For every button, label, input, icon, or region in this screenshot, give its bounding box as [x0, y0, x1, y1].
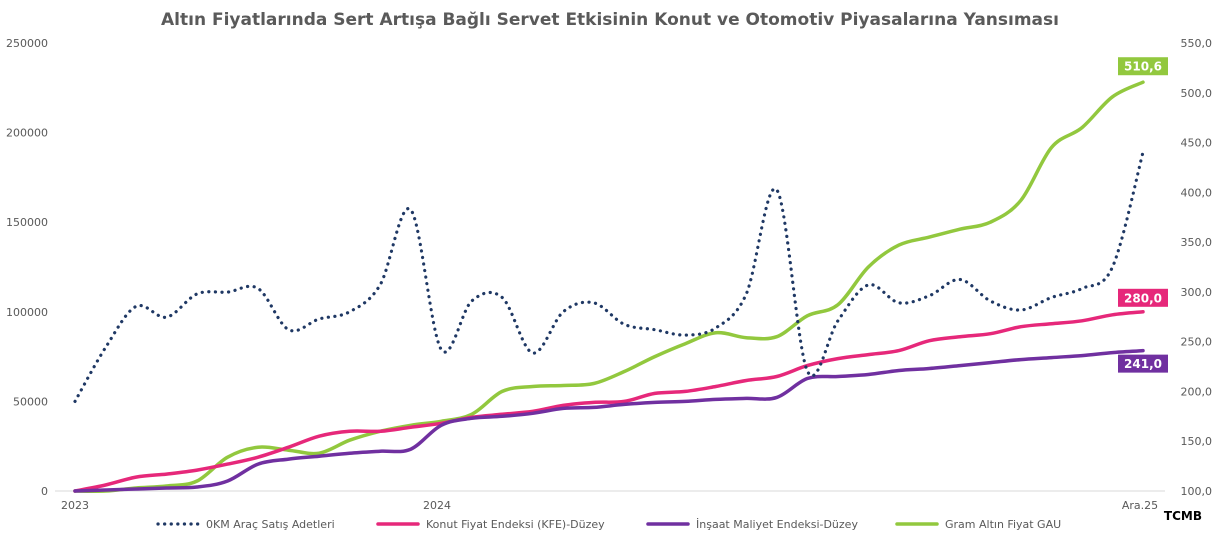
y-right-tick-label: 100,0 [1181, 485, 1213, 498]
series-line-1 [73, 150, 1145, 403]
end-value-badge [1118, 288, 1168, 307]
series-line-3 [73, 348, 1145, 493]
x-tick-label: 2023 [61, 499, 89, 512]
chart-title: Altın Fiyatlarında Sert Artışa Bağlı Ser… [161, 10, 1059, 30]
y-right-tick-label: 450,0 [1181, 137, 1213, 150]
end-value-badge [1118, 354, 1168, 373]
source-label: TCMB [1164, 509, 1202, 523]
series-line-2 [73, 310, 1145, 493]
y-right-axis: 100,0 150,0 200,0 250,0 300,0 350,0 400,0 450,0… [1181, 37, 1213, 498]
x-axis: 2023 2024 Ara.25 [55, 490, 1165, 512]
y-left-axis: 0 50000 100000 150000 200000 250000 [6, 37, 48, 498]
legend-label: Gram Altın Fiyat GAU [945, 518, 1061, 531]
end-labels: 510,6 280,0 241,0 [1118, 57, 1168, 373]
y-right-tick-label: 300,0 [1181, 286, 1213, 299]
y-left-tick-label: 50000 [13, 395, 48, 408]
series-line-4 [73, 80, 1145, 493]
y-left-tick-label: 100000 [6, 306, 48, 319]
x-tick-label: Ara.25 [1122, 499, 1158, 512]
y-left-tick-label: 0 [41, 485, 48, 498]
y-right-tick-label: 350,0 [1181, 236, 1213, 249]
y-left-tick-label: 150000 [6, 216, 48, 229]
end-value-label: 280,0 [1124, 291, 1162, 305]
series-layer [73, 80, 1145, 493]
y-right-tick-label: 200,0 [1181, 385, 1213, 398]
y-right-tick-label: 500,0 [1181, 87, 1213, 100]
y-right-tick-label: 150,0 [1181, 435, 1213, 448]
y-right-tick-label: 250,0 [1181, 336, 1213, 349]
end-value-label: 241,0 [1124, 357, 1162, 371]
legend-label: Konut Fiyat Endeksi (KFE)-Düzey [426, 518, 605, 531]
y-left-tick-label: 250000 [6, 37, 48, 50]
legend-label: İnşaat Maliyet Endeksi-Düzey [696, 518, 858, 531]
end-value-label: 510,6 [1124, 60, 1162, 74]
y-right-tick-label: 400,0 [1181, 186, 1213, 199]
legend: 0KM Araç Satış Adetleri Konut Fiyat Endek… [156, 518, 1061, 531]
end-value-badge [1118, 57, 1168, 76]
legend-label: 0KM Araç Satış Adetleri [206, 518, 335, 531]
x-tick-label: 2024 [423, 499, 451, 512]
y-right-tick-label: 550,0 [1181, 37, 1213, 50]
y-left-tick-label: 200000 [6, 127, 48, 140]
